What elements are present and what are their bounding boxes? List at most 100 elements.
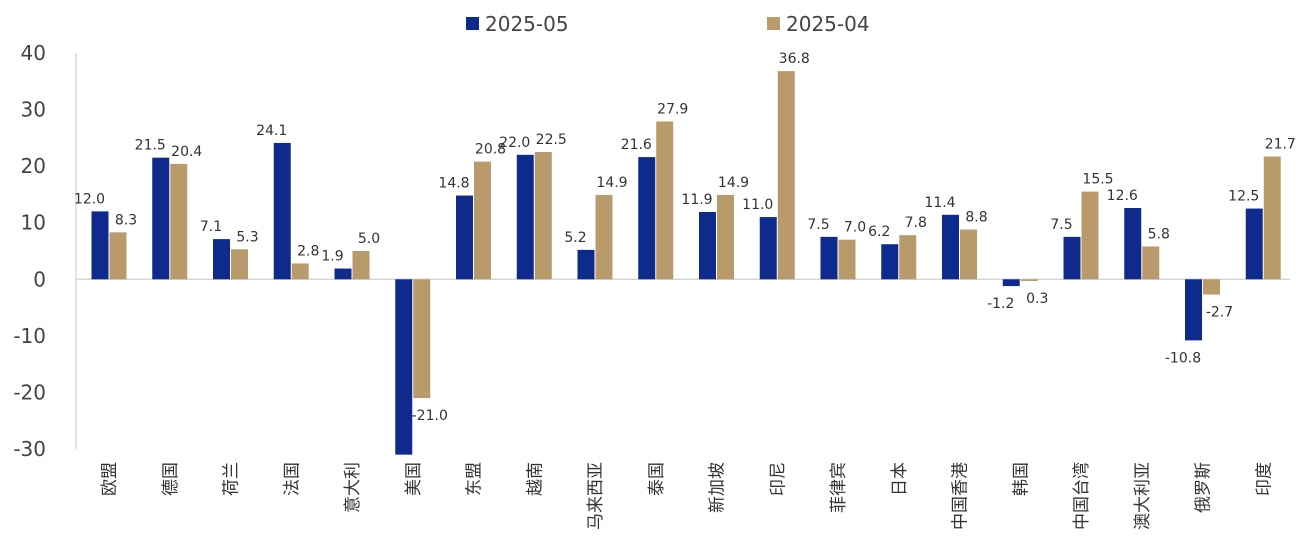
- data-label: -1.2: [987, 296, 1014, 312]
- bar-2025-04: [960, 229, 977, 280]
- data-label: 12.0: [74, 191, 105, 207]
- bar-2025-05: [1124, 208, 1142, 280]
- data-label: 27.9: [657, 101, 688, 117]
- data-label: -21.0: [412, 408, 448, 424]
- category-label: 荷兰: [222, 462, 242, 496]
- bar-2025-04: [1203, 279, 1220, 295]
- y-tick-label: -20: [13, 380, 46, 404]
- bar-2025-04: [170, 163, 188, 280]
- bar-2025-05: [638, 157, 656, 280]
- data-label: 21.5: [135, 138, 166, 154]
- bar-2025-05: [516, 154, 534, 280]
- data-label: 21.6: [621, 137, 652, 153]
- bar-2025-04: [717, 194, 734, 280]
- bar-2025-04: [1142, 246, 1160, 280]
- category-label: 越南: [525, 462, 545, 496]
- category-label: 欧盟: [100, 462, 120, 496]
- bar-2025-05: [1185, 279, 1202, 341]
- data-label: 12.5: [1228, 189, 1259, 205]
- data-labels: 12.0 8.3 21.5 20.4 7.1 5.3 24.1 2.8 1.9 5.0 -21.0 1…: [74, 51, 1296, 424]
- data-label: 21.7: [1265, 137, 1296, 153]
- y-tick-label: 20: [21, 154, 46, 178]
- bar-2025-05: [820, 236, 838, 280]
- bars: [91, 71, 1281, 455]
- data-label: 7.5: [807, 217, 829, 233]
- legend: 2025-05 2025-04: [466, 12, 870, 36]
- bar-2025-04: [231, 249, 248, 280]
- data-label: 5.8: [1148, 226, 1170, 242]
- data-label: 14.9: [718, 175, 749, 191]
- category-label: 法国: [282, 462, 302, 496]
- bar-2025-04: [1020, 279, 1038, 281]
- data-label: 5.2: [564, 230, 586, 246]
- category-label: 新加坡: [708, 462, 728, 513]
- data-label: 12.6: [1107, 188, 1138, 204]
- data-label: -2.7: [1206, 305, 1233, 321]
- bar-2025-04: [899, 235, 917, 280]
- bar-2025-04: [474, 161, 491, 280]
- bar-2025-05: [456, 195, 473, 280]
- category-label: 中国香港: [951, 462, 971, 530]
- data-label: 11.4: [924, 195, 955, 211]
- bar-2025-05: [759, 217, 777, 280]
- category-label: 日本: [890, 462, 910, 496]
- bar-2025-05: [273, 142, 291, 280]
- category-label: 美国: [404, 462, 424, 496]
- data-label: 8.3: [115, 212, 137, 228]
- category-label: 意大利: [343, 462, 363, 513]
- data-label: -10.8: [1165, 350, 1201, 366]
- y-tick-label: 40: [21, 41, 46, 65]
- data-label: 5.0: [358, 231, 380, 247]
- data-label: 20.8: [475, 142, 506, 158]
- bar-2025-04: [413, 279, 431, 399]
- category-labels: 欧盟 德国 荷兰 法国 意大利 美国 东盟 越南 马来西亚 泰国 新加坡 印尼 菲律宾 日本 中国香港 韩国 中…: [100, 462, 1274, 530]
- bar-2025-04: [352, 251, 370, 280]
- legend-swatch-2025-05: [466, 17, 479, 30]
- data-label: 7.0: [844, 220, 866, 236]
- y-tick-label: 10: [21, 211, 46, 235]
- data-label: 20.4: [171, 144, 202, 160]
- category-label: 印度: [1254, 462, 1274, 496]
- data-label: 11.9: [681, 192, 712, 208]
- data-label: 5.3: [236, 229, 258, 245]
- bar-2025-05: [881, 244, 899, 280]
- data-label: 0.3: [1026, 291, 1048, 307]
- bar-2025-04: [595, 194, 613, 280]
- bar-2025-05: [91, 211, 109, 280]
- bar-2025-05: [152, 157, 170, 280]
- bar-2025-05: [1245, 208, 1263, 280]
- bar-2025-05: [577, 249, 595, 280]
- data-label: 15.5: [1082, 172, 1113, 188]
- data-label: 7.5: [1050, 217, 1072, 233]
- category-label: 俄罗斯: [1194, 462, 1214, 513]
- category-label: 韩国: [1011, 462, 1031, 496]
- data-label: 11.0: [742, 197, 773, 213]
- data-label: 7.8: [905, 215, 927, 231]
- y-tick-label: 30: [21, 98, 46, 122]
- category-label: 东盟: [465, 462, 485, 496]
- data-label: 22.0: [499, 135, 530, 151]
- data-label: 6.2: [868, 224, 890, 240]
- data-label: 14.8: [438, 176, 469, 192]
- bar-2025-04: [1263, 156, 1281, 280]
- bar-2025-04: [291, 263, 309, 280]
- bar-2025-04: [777, 71, 795, 280]
- data-label: 24.1: [256, 123, 287, 139]
- y-tick-label: -30: [13, 437, 46, 461]
- y-tick-label: 0: [33, 267, 46, 291]
- data-label: 2.8: [297, 243, 319, 259]
- legend-swatch-2025-04: [767, 17, 780, 30]
- category-label: 印尼: [768, 462, 788, 496]
- bar-2025-05: [395, 279, 413, 455]
- bar-2025-04: [109, 232, 127, 280]
- data-label: 7.1: [200, 219, 222, 235]
- bar-2025-05: [334, 268, 352, 280]
- bar-2025-05: [942, 214, 959, 280]
- y-tick-label: -10: [13, 324, 46, 348]
- legend-label-2025-04: 2025-04: [786, 12, 870, 36]
- category-label: 澳大利亚: [1133, 462, 1153, 530]
- category-label: 泰国: [647, 462, 667, 496]
- data-label: 22.5: [536, 132, 567, 148]
- bar-2025-05: [1002, 279, 1020, 287]
- bar-2025-05: [213, 239, 230, 280]
